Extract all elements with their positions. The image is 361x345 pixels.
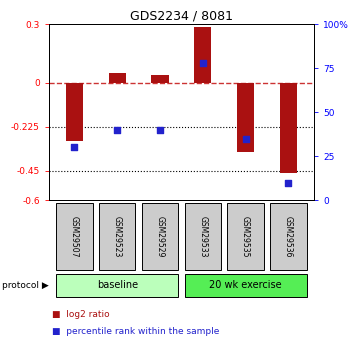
- FancyBboxPatch shape: [270, 203, 306, 270]
- Bar: [152, 75, 169, 83]
- Title: GDS2234 / 8081: GDS2234 / 8081: [130, 10, 233, 23]
- Bar: [237, 83, 254, 152]
- Text: GSM29533: GSM29533: [198, 216, 207, 257]
- FancyBboxPatch shape: [142, 203, 178, 270]
- Text: ■  log2 ratio: ■ log2 ratio: [52, 310, 110, 319]
- Text: GSM29536: GSM29536: [284, 216, 293, 257]
- Text: GSM29507: GSM29507: [70, 216, 79, 257]
- Bar: [109, 73, 126, 83]
- Bar: [66, 83, 83, 141]
- Point: [200, 60, 206, 66]
- Point: [114, 127, 120, 132]
- FancyBboxPatch shape: [227, 203, 264, 270]
- Text: protocol ▶: protocol ▶: [2, 281, 49, 290]
- Text: ■  percentile rank within the sample: ■ percentile rank within the sample: [52, 327, 220, 336]
- FancyBboxPatch shape: [184, 274, 306, 297]
- Text: baseline: baseline: [97, 280, 138, 290]
- Point: [286, 180, 291, 185]
- Point: [157, 127, 163, 132]
- Bar: [194, 27, 211, 83]
- FancyBboxPatch shape: [56, 274, 178, 297]
- Text: GSM29529: GSM29529: [156, 216, 165, 257]
- FancyBboxPatch shape: [99, 203, 135, 270]
- Point: [71, 145, 77, 150]
- Text: GSM29535: GSM29535: [241, 216, 250, 257]
- FancyBboxPatch shape: [184, 203, 221, 270]
- FancyBboxPatch shape: [56, 203, 93, 270]
- Text: GSM29523: GSM29523: [113, 216, 122, 257]
- Text: 20 wk exercise: 20 wk exercise: [209, 280, 282, 290]
- Bar: [280, 83, 297, 173]
- Point: [243, 136, 248, 141]
